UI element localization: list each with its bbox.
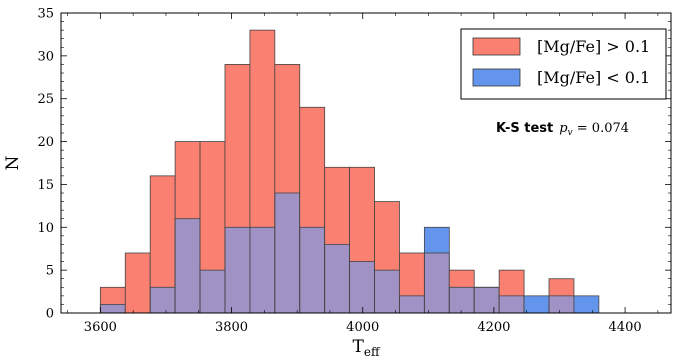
bar-overlap-12 — [399, 295, 425, 313]
ks-p-subscript: v — [568, 128, 573, 138]
bar-low-mg-13 — [424, 227, 450, 253]
y-tick-label: 25 — [37, 92, 54, 107]
legend-swatch-high-mg — [472, 37, 521, 56]
bar-overlap-11 — [374, 270, 400, 313]
bar-high-mg-14 — [449, 270, 475, 288]
bar-overlap-15 — [474, 287, 500, 313]
bar-high-mg-9 — [324, 167, 350, 245]
ks-p-value: = 0.074 — [573, 121, 629, 136]
x-tick-label: 3800 — [215, 320, 248, 335]
bar-overlap-18 — [549, 295, 574, 313]
bar-high-mg-6 — [249, 30, 275, 228]
legend-label-low-mg: [Mg/Fe] < 0.1 — [537, 68, 650, 87]
bar-high-mg-0 — [100, 287, 126, 305]
x-tick-label: 3600 — [84, 320, 117, 335]
ks-test-annotation: K-S test pv = 0.074 — [496, 121, 629, 138]
x-tick-label: 4400 — [609, 320, 642, 335]
bar-high-mg-16 — [499, 270, 525, 296]
bar-high-mg-8 — [299, 107, 325, 228]
bar-high-mg-3 — [175, 141, 201, 219]
legend-swatch-low-mg — [472, 68, 521, 87]
bar-overlap-6 — [249, 227, 275, 313]
bar-high-mg-7 — [274, 64, 300, 193]
x-axis-label-main: T — [353, 337, 365, 357]
bar-overlap-8 — [299, 227, 325, 313]
bar-high-mg-2 — [150, 175, 176, 288]
x-tick-label: 4000 — [346, 320, 379, 335]
bar-overlap-2 — [150, 287, 176, 313]
bar-low-mg-17 — [524, 295, 549, 313]
bar-overlap-0 — [100, 304, 126, 313]
x-tick-label: 4200 — [477, 320, 510, 335]
bar-overlap-13 — [424, 253, 450, 313]
bar-overlap-5 — [224, 227, 250, 313]
y-tick-label: 0 — [46, 307, 54, 322]
x-axis-label-sub: eff — [364, 345, 381, 359]
y-tick-label: 20 — [37, 135, 54, 150]
legend-label-high-mg: [Mg/Fe] > 0.1 — [537, 37, 650, 56]
y-tick-label: 30 — [37, 49, 54, 64]
ks-p-symbol: p — [559, 121, 568, 136]
bar-overlap-3 — [175, 218, 201, 313]
bar-overlap-9 — [324, 244, 350, 313]
bar-high-mg-4 — [200, 141, 225, 271]
x-axis-label: Teff — [353, 337, 381, 359]
bar-overlap-16 — [499, 295, 525, 313]
bar-overlap-10 — [349, 261, 375, 313]
y-axis-label: N — [3, 155, 23, 170]
bar-high-mg-5 — [224, 64, 250, 228]
bar-high-mg-12 — [399, 253, 425, 296]
bar-high-mg-1 — [125, 253, 151, 313]
y-tick-label: 10 — [37, 221, 54, 236]
bar-high-mg-11 — [374, 201, 400, 271]
bar-overlap-4 — [200, 270, 225, 313]
bar-high-mg-10 — [349, 167, 375, 262]
plot-frame — [60, 12, 672, 314]
ks-test-label: K-S test — [496, 121, 553, 136]
bars-layer — [99, 29, 600, 314]
bar-low-mg-19 — [573, 295, 599, 313]
y-tick-label: 15 — [37, 178, 54, 193]
y-tick-label: 35 — [37, 7, 54, 22]
bar-overlap-7 — [274, 193, 300, 313]
legend: [Mg/Fe] > 0.1 [Mg/Fe] < 0.1 — [460, 28, 667, 100]
y-tick-label: 5 — [46, 264, 54, 279]
bar-high-mg-18 — [549, 278, 574, 296]
bar-overlap-14 — [449, 287, 475, 313]
